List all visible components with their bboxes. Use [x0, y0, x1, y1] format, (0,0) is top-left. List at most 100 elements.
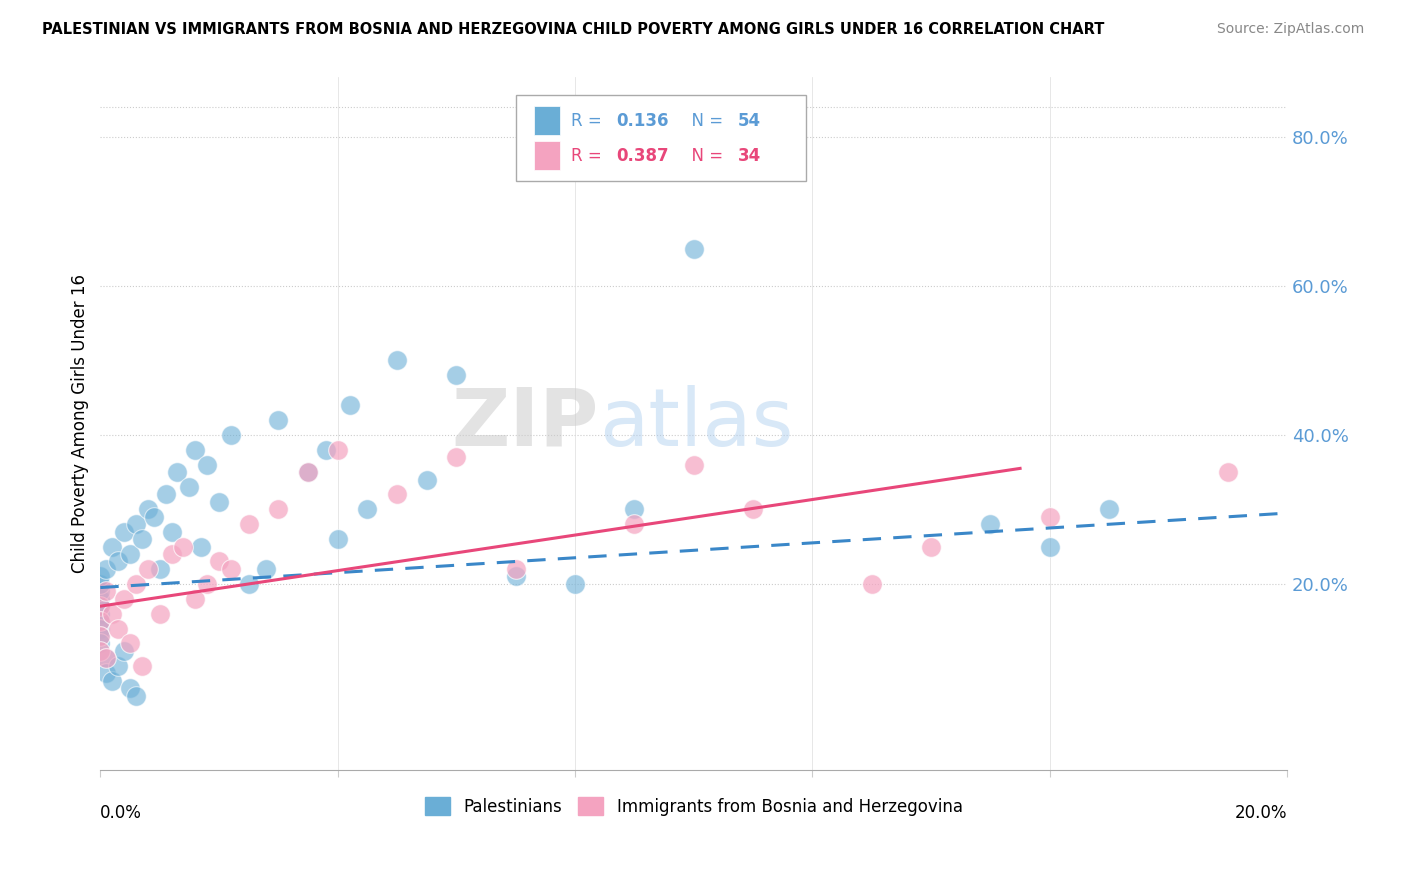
Point — [179, 480, 201, 494]
Point — [446, 450, 468, 465]
Point — [89, 614, 111, 628]
Point — [979, 517, 1001, 532]
Text: 0.0%: 0.0% — [100, 805, 142, 822]
Point — [112, 644, 135, 658]
Point — [1216, 465, 1239, 479]
Point — [89, 622, 111, 636]
Point — [356, 502, 378, 516]
Text: 0.387: 0.387 — [617, 146, 669, 164]
Point — [238, 577, 260, 591]
Text: R =: R = — [571, 146, 607, 164]
Point — [107, 554, 129, 568]
Y-axis label: Child Poverty Among Girls Under 16: Child Poverty Among Girls Under 16 — [72, 274, 89, 574]
Point — [107, 658, 129, 673]
Point — [89, 599, 111, 614]
Point — [131, 532, 153, 546]
Text: PALESTINIAN VS IMMIGRANTS FROM BOSNIA AND HERZEGOVINA CHILD POVERTY AMONG GIRLS : PALESTINIAN VS IMMIGRANTS FROM BOSNIA AN… — [42, 22, 1105, 37]
Point — [184, 442, 207, 457]
Point — [920, 540, 942, 554]
Point — [297, 465, 319, 479]
Point — [267, 413, 290, 427]
Point — [136, 562, 159, 576]
Point — [89, 636, 111, 650]
Point — [415, 473, 437, 487]
Point — [118, 681, 141, 695]
Point — [136, 502, 159, 516]
Point — [89, 614, 111, 628]
Point — [89, 599, 111, 614]
Point — [184, 591, 207, 606]
Point — [125, 517, 148, 532]
Point — [195, 577, 218, 591]
Text: 0.136: 0.136 — [617, 112, 669, 129]
Point — [1098, 502, 1121, 516]
Point — [142, 509, 165, 524]
Text: atlas: atlas — [599, 384, 793, 463]
Point — [89, 607, 111, 621]
Text: N =: N = — [681, 146, 728, 164]
Point — [149, 562, 172, 576]
Text: 34: 34 — [738, 146, 761, 164]
Point — [155, 487, 177, 501]
Point — [385, 487, 408, 501]
Point — [1039, 540, 1062, 554]
Point — [172, 540, 194, 554]
Point — [446, 368, 468, 383]
Point — [505, 569, 527, 583]
Point — [256, 562, 278, 576]
Point — [166, 465, 188, 479]
Point — [238, 517, 260, 532]
Point — [131, 658, 153, 673]
Point — [96, 666, 118, 681]
Point — [315, 442, 337, 457]
Point — [118, 636, 141, 650]
Point — [112, 591, 135, 606]
Point — [160, 524, 183, 539]
Point — [208, 554, 231, 568]
Point — [860, 577, 883, 591]
Point — [89, 584, 111, 599]
Point — [96, 651, 118, 665]
Point — [101, 540, 124, 554]
Point — [107, 622, 129, 636]
Point — [326, 442, 349, 457]
Point — [89, 629, 111, 643]
Point — [89, 577, 111, 591]
Point — [195, 458, 218, 472]
Point — [96, 584, 118, 599]
Point — [101, 607, 124, 621]
Text: N =: N = — [681, 112, 728, 129]
Point — [682, 242, 704, 256]
Point — [219, 562, 242, 576]
FancyBboxPatch shape — [533, 141, 560, 170]
Point — [564, 577, 586, 591]
Point — [89, 644, 111, 658]
Point — [112, 524, 135, 539]
Point — [89, 629, 111, 643]
Point — [89, 591, 111, 606]
Point — [1039, 509, 1062, 524]
Point — [297, 465, 319, 479]
Point — [125, 577, 148, 591]
FancyBboxPatch shape — [516, 95, 807, 181]
Point — [682, 458, 704, 472]
Point — [160, 547, 183, 561]
Point — [101, 673, 124, 688]
Point — [623, 502, 645, 516]
Point — [219, 428, 242, 442]
Point — [267, 502, 290, 516]
Point — [190, 540, 212, 554]
Text: ZIP: ZIP — [451, 384, 599, 463]
Point — [208, 495, 231, 509]
Text: 54: 54 — [738, 112, 761, 129]
Legend: Palestinians, Immigrants from Bosnia and Herzegovina: Palestinians, Immigrants from Bosnia and… — [416, 789, 972, 824]
Point — [326, 532, 349, 546]
Point — [623, 517, 645, 532]
Point — [339, 398, 361, 412]
Point — [118, 547, 141, 561]
Point — [742, 502, 765, 516]
Point — [125, 689, 148, 703]
Point — [149, 607, 172, 621]
Point — [96, 562, 118, 576]
Point — [96, 651, 118, 665]
